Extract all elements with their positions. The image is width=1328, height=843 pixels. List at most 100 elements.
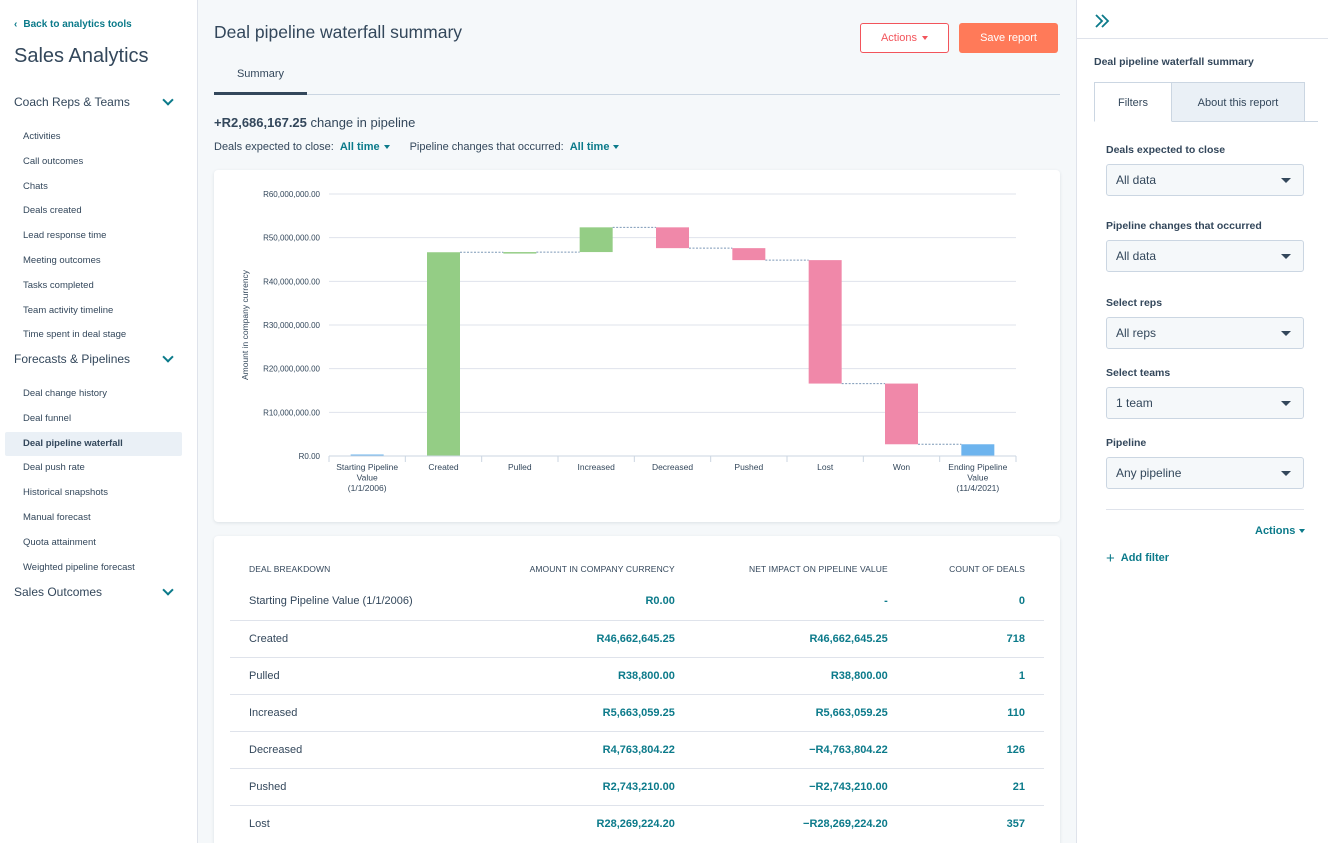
waterfall-bar — [732, 248, 766, 261]
x-tick-label: Created — [428, 462, 459, 472]
filter-select[interactable]: 1 team — [1106, 387, 1304, 419]
caret-down-icon — [1281, 331, 1291, 336]
caret-down-icon — [383, 145, 390, 149]
sidebar-item[interactable]: Deal funnel — [23, 412, 72, 424]
waterfall-bar — [808, 260, 842, 384]
cell-value[interactable]: −R4,763,804.22 — [693, 730, 907, 768]
tab-about-this-report[interactable]: About this report — [1172, 82, 1305, 122]
caret-down-icon — [1281, 471, 1291, 476]
x-tick-label: Lost — [817, 462, 834, 472]
cell-value[interactable]: 110 — [906, 693, 1044, 731]
cell-value[interactable]: 357 — [906, 804, 1044, 842]
cell-value[interactable]: R2,743,210.00 — [473, 767, 694, 805]
x-tick-label: Value — [357, 473, 378, 483]
sidebar-item[interactable]: Historical snapshots — [23, 487, 109, 499]
cell-value[interactable]: R5,663,059.25 — [473, 693, 694, 731]
caret-down-icon — [613, 145, 620, 149]
deals-close-filter-value: All time — [339, 141, 380, 153]
cell-value[interactable]: 0 — [1018, 595, 1025, 608]
filter-select[interactable]: Any pipeline — [1106, 457, 1304, 489]
x-tick-label: Pushed — [734, 462, 763, 472]
sidebar-item[interactable]: Tasks completed — [23, 279, 94, 291]
tab-summary[interactable]: Summary — [214, 62, 307, 95]
sidebar-item[interactable]: Meeting outcomes — [23, 254, 101, 266]
cell-value[interactable]: 718 — [906, 619, 1044, 657]
filter-select[interactable]: All reps — [1106, 317, 1304, 349]
row-label: Pushed — [230, 767, 474, 805]
add-filter-button[interactable]: + Add filter — [1106, 551, 1169, 566]
column-header: COUNT OF DEALS — [949, 563, 1025, 574]
sidebar-item[interactable]: Lead response time — [23, 230, 107, 242]
y-tick-label: R50,000,000.00 — [263, 234, 320, 243]
sidebar-item[interactable]: Deal pipeline waterfall — [5, 431, 182, 457]
nav-group-label: Forecasts & Pipelines — [14, 352, 131, 366]
filter-label: Pipeline changes that occurred — [1106, 220, 1262, 232]
sidebar: ‹ Back to analytics tools Sales Analytic… — [0, 0, 198, 843]
cell-value[interactable]: −R28,269,224.20 — [693, 804, 907, 842]
report-tabs: Summary — [214, 62, 1060, 95]
cell-value[interactable]: 1 — [906, 656, 1044, 694]
sidebar-item[interactable]: Time spent in deal stage — [23, 329, 127, 341]
pipeline-changes-filter-label: Pipeline changes that occurred: — [409, 141, 564, 153]
waterfall-bar — [427, 252, 460, 456]
waterfall-chart-card: R0.00 R10,000,000.00 R20,000,000.00 R30,000… — [214, 170, 1060, 522]
sidebar-item[interactable]: Quota attainment — [23, 536, 96, 548]
sidebar-item[interactable]: Deals created — [23, 205, 82, 217]
cell-value[interactable]: R28,269,224.20 — [473, 804, 694, 842]
tab-filters[interactable]: Filters — [1094, 82, 1172, 122]
nav-group: Sales Outcomes — [0, 582, 198, 615]
panel-tabs: Filters About this report — [1094, 82, 1318, 122]
divider — [1077, 38, 1328, 39]
x-tick-label: Won — [893, 462, 911, 472]
filter-select-value: Any pipeline — [1116, 466, 1182, 480]
cell-value[interactable]: R38,800.00 — [693, 656, 907, 694]
save-report-button[interactable]: Save report — [959, 23, 1058, 53]
back-link-label: Back to analytics tools — [23, 19, 132, 30]
sidebar-item[interactable]: Deal change history — [23, 388, 107, 399]
filter-label: Select teams — [1106, 367, 1171, 379]
cell-value[interactable]: −R2,743,210.00 — [693, 767, 907, 805]
filter-select[interactable]: All data — [1106, 240, 1304, 272]
waterfall-bar — [503, 252, 537, 254]
cell-value[interactable]: R4,763,804.22 — [473, 730, 694, 768]
sidebar-item[interactable]: Weighted pipeline forecast — [23, 561, 135, 573]
cell-value[interactable]: R5,663,059.25 — [693, 693, 907, 731]
table-row: Decreased R4,763,804.22 −R4,763,804.22 126 — [230, 730, 1044, 768]
row-label: Increased — [230, 693, 474, 731]
nav-group-header[interactable]: Coach Reps & Teams — [0, 92, 198, 112]
table-row: Starting Pipeline Value (1/1/2006) R0.00 -… — [230, 583, 1044, 620]
back-to-analytics-link[interactable]: ‹ Back to analytics tools — [14, 19, 132, 30]
pipeline-changes-filter-dropdown[interactable]: All time — [570, 141, 620, 153]
chevron-down-icon — [162, 351, 174, 363]
nav-group-header[interactable]: Forecasts & Pipelines — [0, 349, 198, 369]
cell-value[interactable]: 126 — [906, 730, 1044, 768]
cell-value[interactable]: R46,662,645.25 — [473, 619, 694, 657]
cell-value[interactable]: R0.00 — [645, 595, 675, 608]
cell-value[interactable]: R38,800.00 — [473, 656, 694, 694]
nav-group-label: Coach Reps & Teams — [14, 95, 130, 109]
sidebar-item[interactable]: Activities — [23, 131, 61, 142]
cell-value[interactable]: - — [884, 595, 888, 608]
table-row: Lost R28,269,224.20 −R28,269,224.20 357 — [230, 804, 1044, 842]
sidebar-item[interactable]: Deal push rate — [23, 462, 85, 474]
app-title: Sales Analytics — [14, 45, 149, 67]
cell-value[interactable]: R46,662,645.25 — [693, 619, 907, 657]
caret-down-icon — [1299, 529, 1306, 533]
table-header-row: DEAL BREAKDOWN AMOUNT IN COMPANY CURRENCY… — [230, 554, 1044, 583]
sidebar-item[interactable]: Chats — [23, 180, 48, 192]
y-tick-label: R40,000,000.00 — [263, 277, 320, 286]
double-chevron-right-icon[interactable] — [1093, 11, 1113, 31]
actions-button[interactable]: Actions — [860, 23, 949, 53]
deals-close-filter-dropdown[interactable]: All time — [340, 141, 390, 153]
pipeline-change-summary: +R2,686,167.25 change in pipeline — [214, 115, 415, 130]
cell-value[interactable]: 21 — [906, 767, 1044, 805]
y-tick-label: R30,000,000.00 — [263, 321, 320, 330]
sidebar-item[interactable]: Team activity timeline — [23, 304, 114, 316]
sidebar-item[interactable]: Call outcomes — [23, 155, 84, 167]
row-label: Starting Pipeline Value (1/1/2006) — [249, 595, 413, 608]
sidebar-item[interactable]: Manual forecast — [23, 511, 91, 523]
filter-select-value: 1 team — [1116, 396, 1153, 410]
filter-select[interactable]: All data — [1106, 164, 1304, 196]
panel-actions-dropdown[interactable]: Actions — [1255, 525, 1306, 537]
nav-group-header[interactable]: Sales Outcomes — [0, 582, 198, 602]
